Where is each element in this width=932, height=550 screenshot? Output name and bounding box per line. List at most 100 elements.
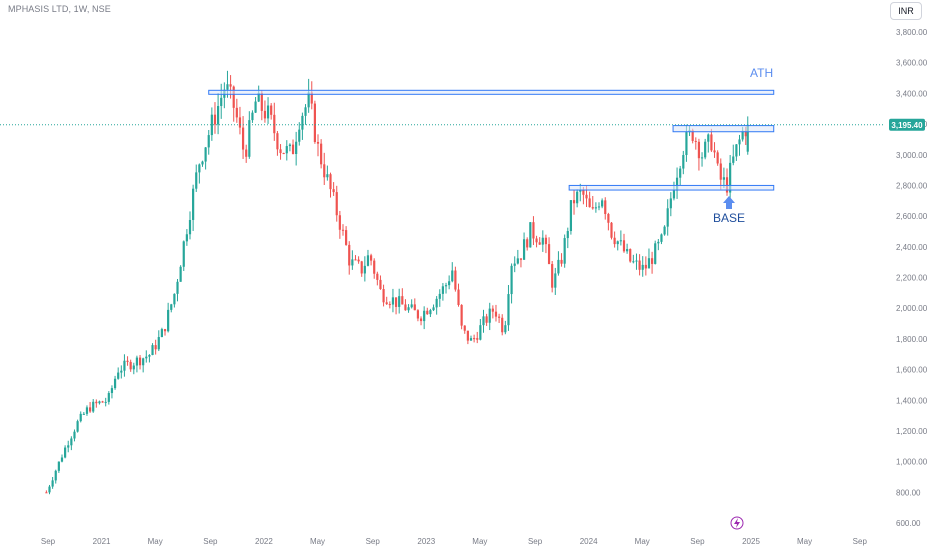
candle-body	[45, 492, 48, 494]
candle-body	[301, 115, 304, 130]
candle-body	[320, 143, 323, 165]
x-tick-label: May	[472, 537, 487, 546]
candle-body	[672, 190, 676, 199]
candle-body	[488, 308, 491, 323]
candle-body	[632, 261, 635, 263]
candle-body	[719, 163, 722, 180]
candle-body	[67, 445, 70, 448]
candle-body	[513, 263, 516, 266]
base-zone[interactable]	[568, 184, 775, 191]
candle-body	[132, 365, 135, 370]
candle-body	[307, 92, 310, 108]
candle-body	[585, 194, 588, 199]
x-tick-label: Sep	[853, 537, 868, 546]
candle-body	[195, 172, 198, 189]
candle-body	[448, 281, 451, 286]
candle-body	[576, 191, 579, 204]
x-tick-label: Sep	[41, 537, 56, 546]
candle-body	[738, 139, 741, 145]
candle-body	[182, 241, 185, 267]
candle-body	[185, 234, 188, 242]
currency-selector[interactable]: INR	[890, 2, 922, 20]
candle-body	[113, 378, 117, 389]
candle-body	[142, 358, 145, 366]
candle-body	[485, 316, 488, 323]
candle-body	[657, 241, 660, 244]
candle-series	[45, 70, 749, 495]
candle-body	[332, 189, 335, 193]
candle-body	[282, 153, 285, 155]
candle-body	[326, 174, 329, 178]
candle-body	[700, 157, 704, 159]
candle-body	[251, 112, 254, 121]
y-tick-label: 800.00	[896, 488, 921, 497]
candle-body	[588, 198, 591, 208]
candle-body	[675, 177, 679, 191]
candle-body	[735, 144, 738, 157]
candle-body	[654, 243, 657, 264]
candle-body	[95, 401, 98, 404]
candle-body	[51, 480, 54, 487]
candle-body	[510, 265, 513, 295]
candle-body	[276, 133, 279, 150]
candle-body	[198, 164, 201, 173]
candle-body	[454, 270, 457, 290]
candle-body	[579, 190, 582, 192]
y-tick-label: 2,400.00	[896, 243, 928, 252]
candle-body	[569, 200, 573, 232]
x-tick-label: 2025	[742, 537, 760, 546]
candle-body	[626, 249, 629, 252]
candle-body	[310, 92, 313, 104]
candle-body	[538, 242, 541, 245]
candle-body	[173, 293, 176, 305]
y-tick-label: 1,800.00	[896, 335, 928, 344]
candle-body	[460, 304, 463, 326]
candle-body	[126, 360, 129, 362]
candle-body	[607, 214, 610, 223]
upper-zone[interactable]	[672, 125, 775, 133]
x-tick-label: Sep	[690, 537, 705, 546]
candle-body	[54, 470, 57, 481]
y-tick-label: 2,800.00	[896, 181, 928, 190]
candle-body	[429, 310, 432, 315]
candle-body	[260, 92, 263, 111]
candle-body	[572, 200, 576, 204]
candle-body	[192, 188, 195, 220]
y-tick-label: 2,200.00	[896, 274, 928, 283]
candle-body	[345, 230, 348, 245]
candle-body	[622, 240, 626, 252]
candle-body	[522, 239, 526, 260]
candle-body	[248, 120, 251, 157]
candle-body	[98, 401, 101, 404]
x-tick-label: 2021	[93, 537, 111, 546]
candle-body	[516, 258, 519, 264]
candle-body	[682, 155, 685, 169]
candle-body	[341, 229, 345, 231]
candle-body	[48, 486, 51, 493]
candle-body	[73, 431, 76, 439]
candle-body	[170, 304, 173, 310]
candle-body	[148, 355, 151, 357]
candle-body	[526, 239, 529, 248]
candle-body	[270, 105, 273, 115]
candle-body	[385, 302, 388, 305]
y-tick-label: 3,600.00	[896, 59, 928, 68]
candle-body	[360, 261, 363, 274]
candle-body	[566, 231, 569, 239]
candle-body	[313, 103, 316, 142]
lightning-icon[interactable]	[730, 516, 744, 530]
candle-body	[638, 260, 641, 270]
candle-body	[710, 134, 713, 151]
candle-body	[101, 401, 104, 403]
candle-body	[176, 281, 179, 294]
candle-body	[601, 200, 604, 207]
candle-body	[163, 329, 167, 332]
chart-title: MPHASIS LTD, 1W, NSE	[8, 4, 111, 14]
ath-zone[interactable]	[208, 89, 775, 95]
candle-body	[235, 107, 238, 118]
candle-body	[744, 130, 747, 137]
candle-body	[529, 222, 532, 248]
candle-body	[88, 407, 92, 412]
candle-body	[229, 84, 232, 87]
